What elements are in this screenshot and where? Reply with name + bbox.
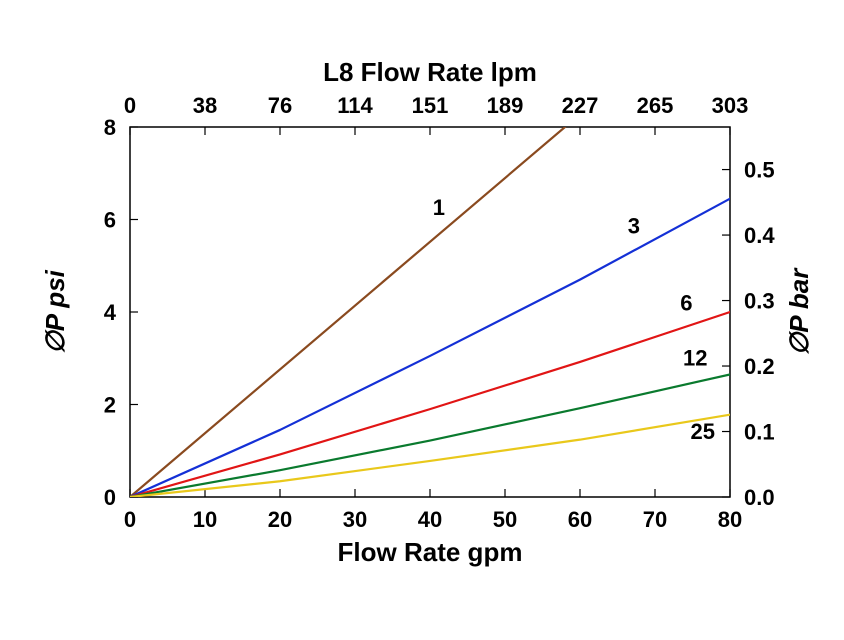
series-label-1: 1 <box>433 195 445 220</box>
series-label-3: 3 <box>628 213 640 238</box>
xb-tick-60: 60 <box>568 507 592 532</box>
series-label-12: 12 <box>683 346 707 371</box>
xb-tick-30: 30 <box>343 507 367 532</box>
xb-tick-70: 70 <box>643 507 667 532</box>
xt-tick-151: 151 <box>412 93 449 118</box>
axis-title-right: ∅P bar <box>784 267 814 356</box>
pressure-drop-chart: 0102030405060708003876114151189227265303… <box>0 0 844 640</box>
xt-tick-0: 0 <box>124 93 136 118</box>
yl-tick-0: 0 <box>104 485 116 510</box>
xt-tick-189: 189 <box>487 93 524 118</box>
yr-tick-0: 0.0 <box>744 485 775 510</box>
yl-tick-2: 2 <box>104 393 116 418</box>
yr-tick-0.5: 0.5 <box>744 158 775 183</box>
xb-tick-0: 0 <box>124 507 136 532</box>
xt-tick-303: 303 <box>712 93 749 118</box>
xb-tick-80: 80 <box>718 507 742 532</box>
xt-tick-38: 38 <box>193 93 217 118</box>
series-label-6: 6 <box>680 290 692 315</box>
xb-tick-50: 50 <box>493 507 517 532</box>
xb-tick-10: 10 <box>193 507 217 532</box>
yr-tick-0.4: 0.4 <box>744 223 775 248</box>
yl-tick-4: 4 <box>104 300 117 325</box>
axis-title-top: L8 Flow Rate lpm <box>323 57 537 87</box>
axis-title-bottom: Flow Rate gpm <box>338 537 523 567</box>
axis-title-left: ∅P psi <box>40 269 70 354</box>
xt-tick-265: 265 <box>637 93 674 118</box>
xt-tick-114: 114 <box>337 93 373 118</box>
yr-tick-0.3: 0.3 <box>744 289 775 314</box>
series-label-25: 25 <box>691 419 715 444</box>
yl-tick-8: 8 <box>104 115 116 140</box>
yr-tick-0.1: 0.1 <box>744 420 775 445</box>
xb-tick-20: 20 <box>268 507 292 532</box>
yr-tick-0.2: 0.2 <box>744 354 775 379</box>
xt-tick-227: 227 <box>562 93 599 118</box>
xb-tick-40: 40 <box>418 507 442 532</box>
xt-tick-76: 76 <box>268 93 292 118</box>
yl-tick-6: 6 <box>104 208 116 233</box>
chart-container: { "chart": { "type": "line", "background… <box>0 0 844 640</box>
